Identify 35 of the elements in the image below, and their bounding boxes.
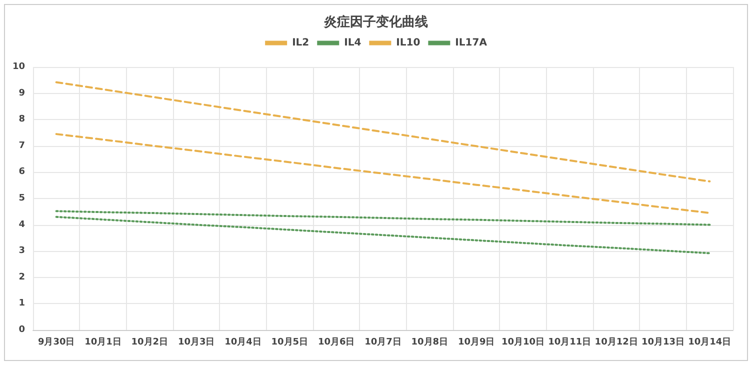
x-tick-label: 9月30日	[38, 336, 75, 348]
x-tick-label: 10月10日	[501, 336, 545, 348]
y-tick-label: 0	[18, 325, 25, 335]
legend-label: IL2	[292, 38, 310, 48]
y-tick-label: 1	[18, 298, 25, 309]
y-tick-label: 5	[18, 194, 25, 204]
x-tick-label: 10月11日	[548, 336, 592, 348]
x-tick-label: 10月6日	[318, 336, 355, 348]
x-tick-label: 10月4日	[224, 336, 262, 348]
x-tick-label: 10月7日	[364, 336, 402, 348]
x-tick-label: 10月5日	[271, 336, 308, 348]
chart-title: 炎症因子变化曲线	[323, 14, 428, 30]
line-series	[55, 216, 711, 254]
y-tick-label: 3	[18, 246, 25, 256]
y-tick-label: 10	[12, 62, 25, 72]
line-series	[55, 133, 711, 214]
y-tick-label: 7	[18, 140, 25, 151]
x-tick-label: 10月1日	[84, 336, 122, 348]
x-tick-label: 10月13日	[641, 336, 685, 348]
x-tick-label: 10月14日	[688, 336, 732, 348]
line-series	[55, 210, 711, 226]
y-tick-label: 2	[18, 272, 25, 282]
legend-label: IL17A	[455, 38, 488, 48]
legend-label: IL10	[396, 38, 420, 48]
legend-label: IL4	[344, 38, 362, 48]
y-tick-label: 9	[18, 88, 25, 98]
x-tick-label: 10月12日	[594, 336, 638, 348]
y-tick-label: 6	[18, 167, 25, 178]
y-tick-label: 8	[18, 114, 25, 125]
x-tick-label: 10月2日	[131, 336, 168, 348]
x-tick-label: 10月3日	[178, 336, 215, 348]
x-tick-label: 10月8日	[411, 336, 448, 348]
y-tick-label: 4	[18, 220, 25, 230]
line-series	[55, 81, 711, 182]
x-tick-label: 10月9日	[458, 336, 495, 348]
